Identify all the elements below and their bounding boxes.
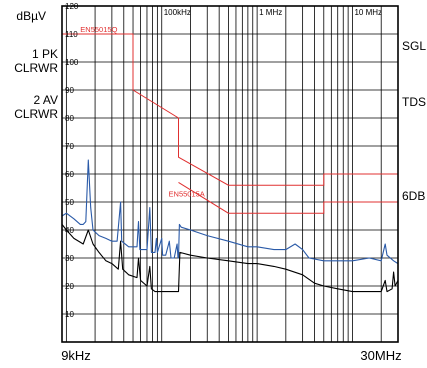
y-tick-label: 120 — [65, 2, 79, 11]
y-tick-label: 40 — [65, 226, 74, 235]
y-tick-label: 90 — [65, 86, 74, 95]
status-label: 6DB — [402, 189, 425, 203]
x-top-tick-label: 1 MHz — [259, 8, 282, 17]
trace-label-mode: CLRWR — [14, 107, 58, 121]
trace-label-mode: CLRWR — [14, 61, 58, 75]
limit-line-label: EN55015Q — [80, 25, 117, 34]
y-axis-label: dBµV — [16, 9, 46, 23]
plot-frame — [61, 5, 399, 343]
grid-lines — [62, 6, 398, 342]
x-end-label: 30MHz — [360, 348, 401, 363]
limit-line-label: EN55015A — [169, 189, 205, 198]
status-label: SGL — [402, 39, 426, 53]
trace-label-name: 2 AV — [34, 93, 58, 107]
average-trace — [61, 224, 399, 293]
limit-line-qp — [62, 33, 398, 186]
y-tick-label: 100 — [65, 58, 79, 67]
y-tick-label: 30 — [65, 254, 74, 263]
limit-lines: EN55015Q EN55015A — [62, 25, 398, 214]
y-tick-label: 60 — [65, 170, 74, 179]
x-start-label: 9kHz — [61, 348, 91, 363]
x-top-tick-label: 10 MHz — [354, 8, 382, 17]
status-label: TDS — [402, 95, 426, 109]
y-tick-label: 10 — [65, 310, 74, 319]
x-top-tick-label: 100kHz — [164, 8, 191, 17]
y-tick-label: 70 — [65, 142, 74, 151]
trace-group — [61, 159, 399, 293]
peak-trace — [61, 159, 399, 265]
plot-border — [61, 5, 399, 343]
y-tick-label: 110 — [65, 30, 78, 39]
chart-labels: 120 110 100 90 80 70 60 50 40 30 20 10 100kHz 1 MHz 10… — [14, 2, 426, 319]
y-tick-label: 50 — [65, 198, 74, 207]
y-tick-label: 80 — [65, 114, 74, 123]
limit-line-av — [178, 181, 398, 214]
trace-label-name: 1 PK — [32, 47, 58, 61]
y-tick-label: 20 — [65, 282, 74, 291]
